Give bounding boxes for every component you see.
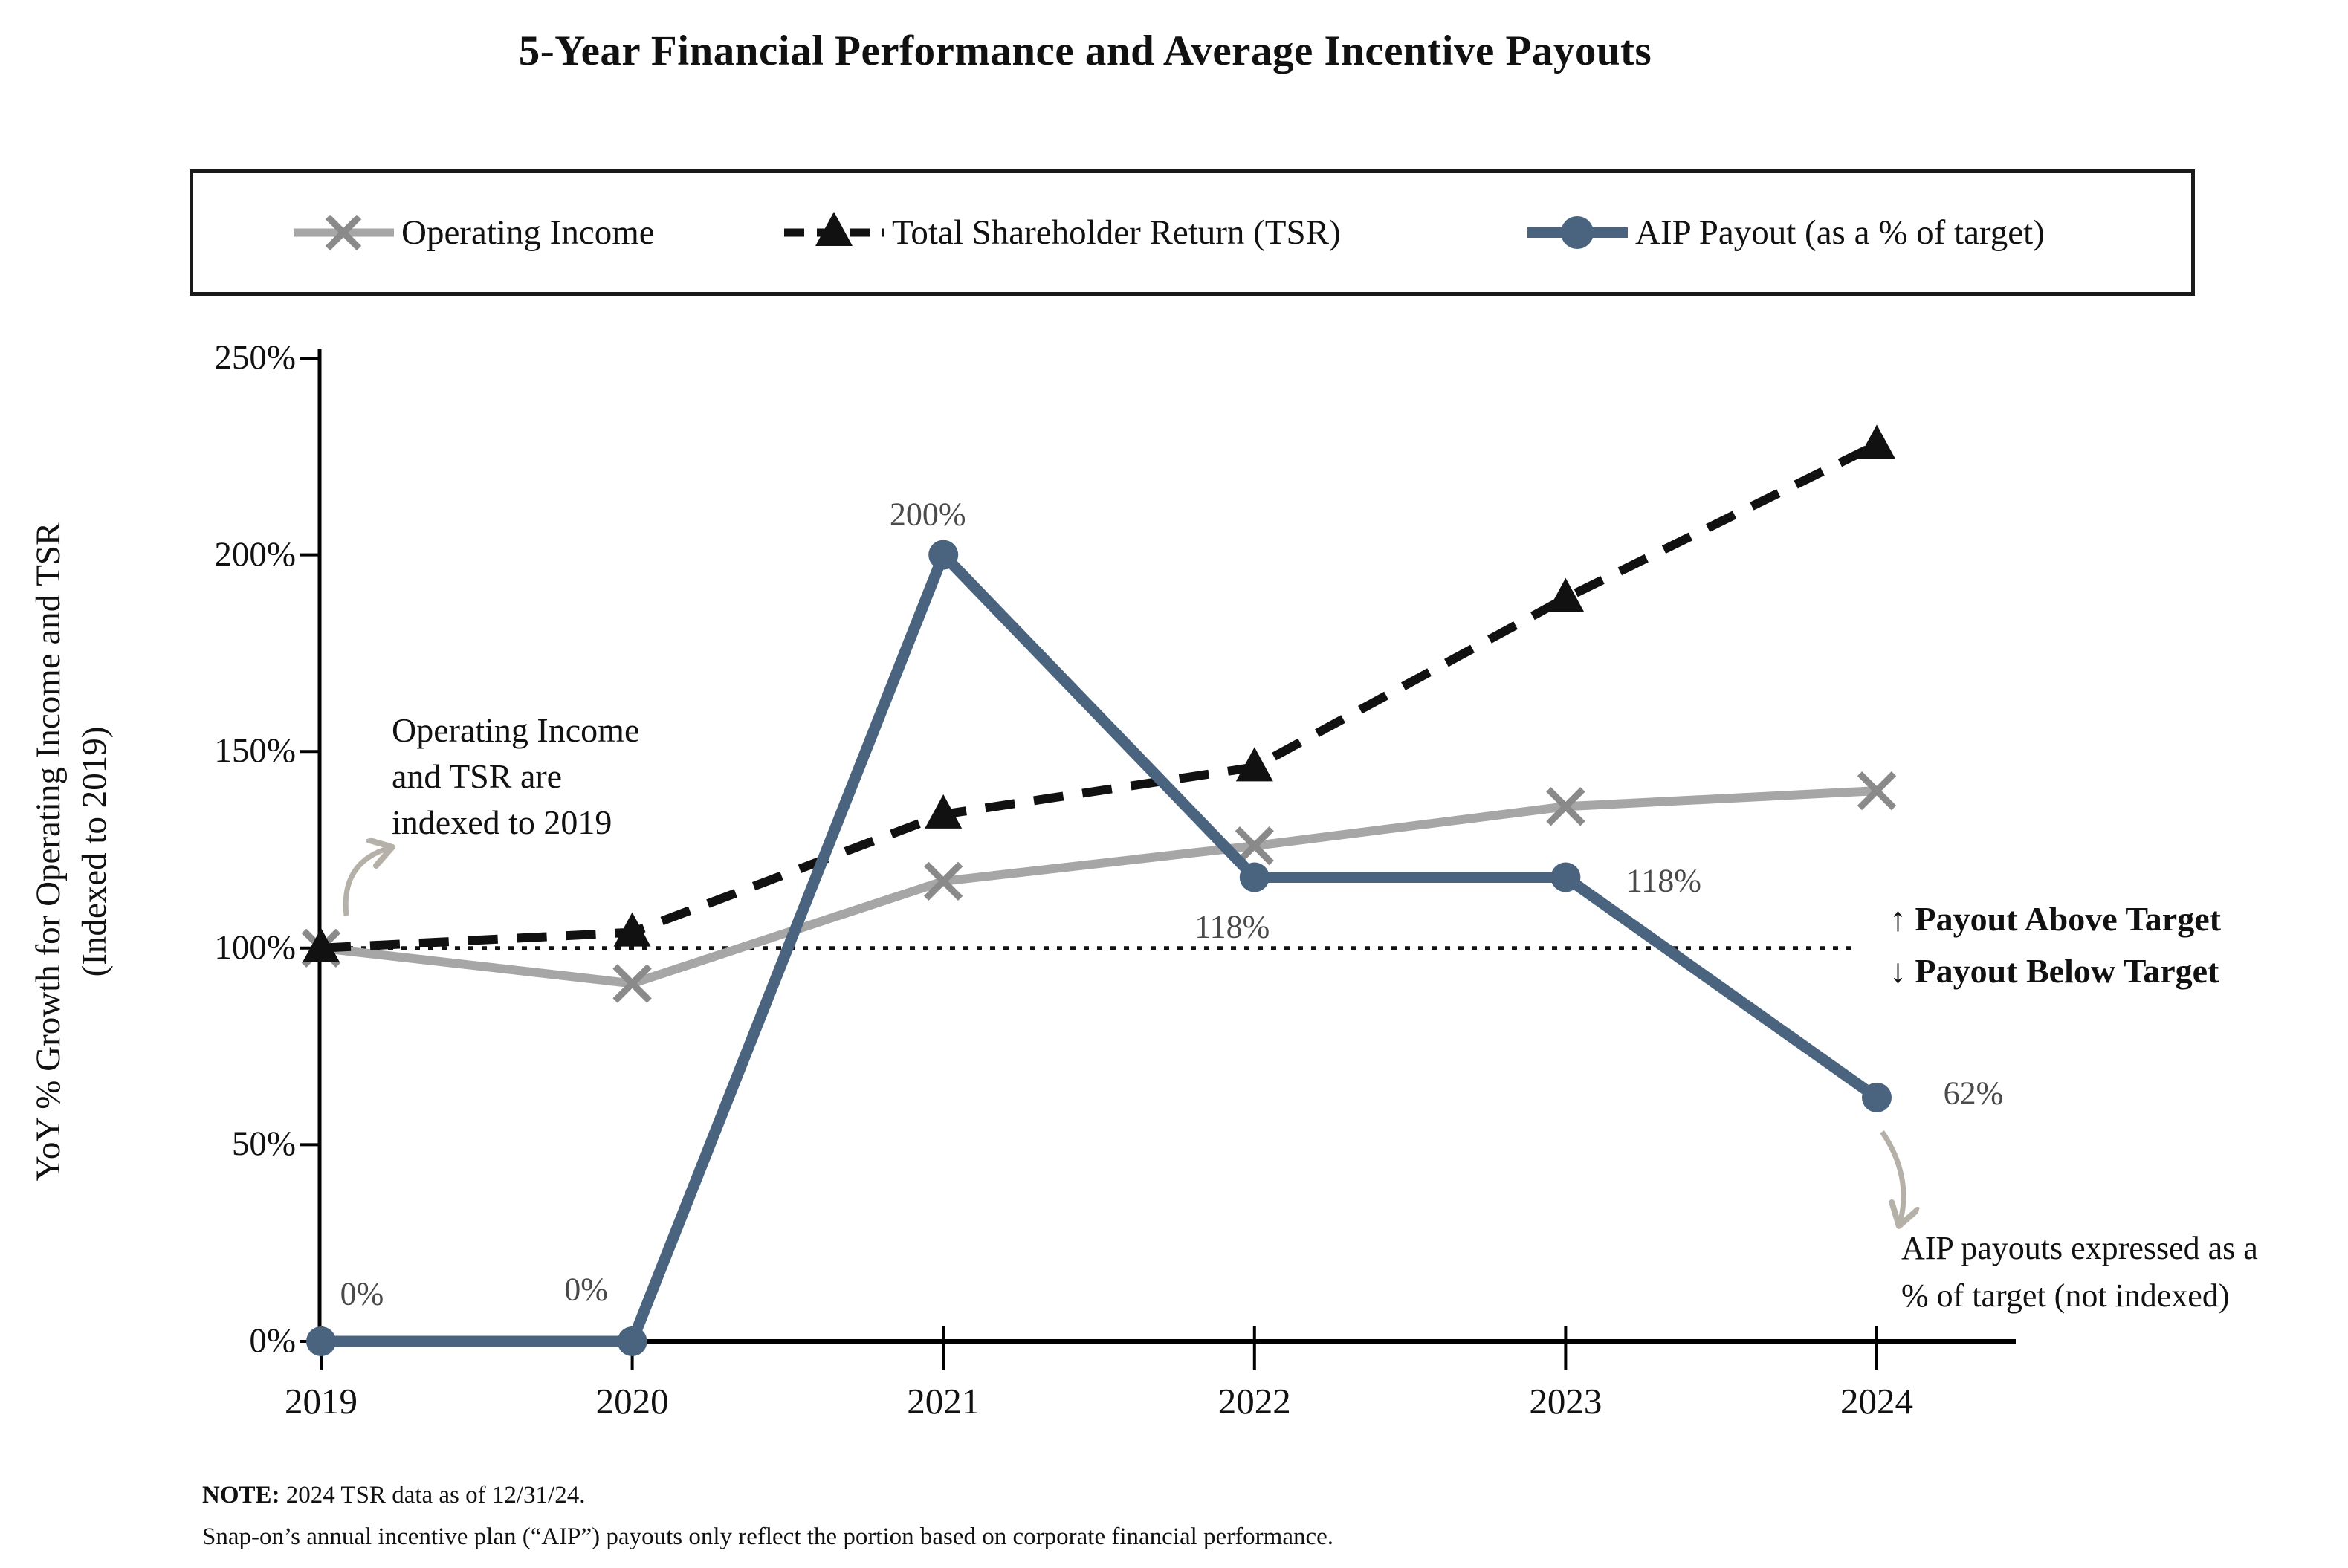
circle-marker-icon — [306, 1326, 336, 1356]
triangle-marker-icon — [1235, 747, 1273, 782]
x-marker-icon — [924, 861, 963, 901]
x-marker-icon — [612, 964, 652, 1003]
y-tick-label: 200% — [214, 534, 296, 574]
x-tick-label: 2023 — [1529, 1381, 1602, 1422]
chart-title: 5-Year Financial Performance and Average… — [518, 27, 1652, 74]
note-label: NOTE: — [202, 1482, 280, 1509]
triangle-marker-icon — [784, 212, 884, 246]
payout-below-target-label: ↓ Payout Below Target — [1889, 952, 2219, 990]
aip-annotation-arrow — [1880, 1130, 1904, 1223]
triangle-marker-icon — [613, 912, 651, 947]
aip-note-annotation: AIP payouts expressed as a % of target (… — [1901, 1230, 2258, 1314]
triangle-marker-icon — [1547, 577, 1585, 612]
point-label: 200% — [889, 496, 966, 533]
x-marker-icon — [294, 214, 394, 251]
triangle-marker-icon — [1858, 424, 1895, 459]
x-tick-label: 2024 — [1840, 1381, 1913, 1422]
x-tick-label: 2021 — [907, 1381, 980, 1422]
triangle-marker-icon — [303, 927, 340, 962]
legend-item-tsr: Total Shareholder Return (TSR) — [784, 173, 1341, 292]
circle-marker-icon — [1550, 862, 1581, 892]
legend-label: AIP Payout (as a % of target) — [1635, 213, 2045, 252]
indexed-annotation-arrow — [343, 848, 389, 916]
y-tick-label: 250% — [214, 338, 296, 377]
x-marker-icon — [1857, 771, 1897, 811]
legend-item-aip: AIP Payout (as a % of target) — [1527, 173, 2045, 292]
series-line-circle — [321, 545, 1880, 1347]
point-label: 0% — [564, 1271, 608, 1308]
point-label: 118% — [1194, 908, 1270, 945]
legend-item-operating-income: Operating Income — [294, 173, 655, 292]
y-tick-label: 50% — [231, 1124, 296, 1164]
x-tick-label: 2022 — [1217, 1381, 1291, 1422]
x-tick-label: 2019 — [285, 1381, 358, 1422]
triangle-marker-icon — [925, 794, 963, 829]
point-label: 0% — [340, 1275, 384, 1312]
payout-above-target-label: ↑ Payout Above Target — [1889, 900, 2221, 938]
legend: Operating Income Total Shareholder Retur… — [190, 169, 2195, 296]
point-label: 118% — [1626, 862, 1701, 899]
x-marker-icon — [1546, 787, 1585, 826]
circle-marker-icon — [1862, 1082, 1892, 1112]
point-label: 62% — [1943, 1075, 2004, 1112]
circle-marker-icon — [617, 1326, 647, 1356]
y-tick-label: 0% — [249, 1321, 296, 1360]
legend-label: Operating Income — [401, 213, 655, 252]
circle-marker-icon — [1239, 862, 1270, 892]
x-marker-icon — [1235, 826, 1274, 866]
indexed-annotation: Operating Income and TSR are indexed to … — [392, 711, 640, 841]
legend-label: Total Shareholder Return (TSR) — [892, 213, 1341, 252]
footnote: NOTE: 2024 TSR data as of 12/31/24. Snap… — [202, 1482, 1334, 1550]
circle-marker-icon — [1527, 216, 1628, 249]
series-line-triangle — [320, 441, 1879, 953]
y-tick-label: 100% — [214, 927, 296, 967]
x-tick-label: 2020 — [595, 1381, 669, 1422]
circle-marker-icon — [928, 540, 959, 570]
series-line-x — [320, 786, 1878, 988]
y-tick-label: 150% — [214, 731, 296, 771]
